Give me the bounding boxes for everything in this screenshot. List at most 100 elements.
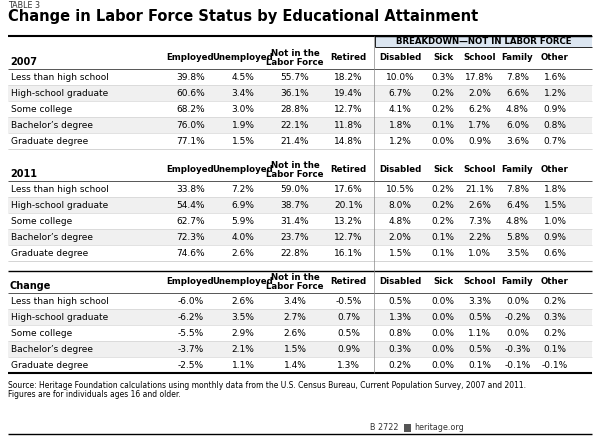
Text: 1.2%: 1.2% <box>389 137 412 145</box>
Text: 0.0%: 0.0% <box>431 345 455 353</box>
Text: -2.5%: -2.5% <box>178 360 203 370</box>
Text: 0.7%: 0.7% <box>337 312 360 321</box>
Text: Family: Family <box>502 166 533 174</box>
Text: 13.2%: 13.2% <box>334 216 363 226</box>
Text: 3.4%: 3.4% <box>232 88 254 98</box>
Text: 0.0%: 0.0% <box>431 312 455 321</box>
Text: 4.0%: 4.0% <box>232 233 254 241</box>
Text: Disabled: Disabled <box>379 278 421 286</box>
Text: 0.1%: 0.1% <box>431 233 455 241</box>
Text: Figures are for individuals ages 16 and older.: Figures are for individuals ages 16 and … <box>8 390 181 399</box>
Text: 1.5%: 1.5% <box>232 137 254 145</box>
Text: 0.2%: 0.2% <box>431 105 454 113</box>
Text: 0.2%: 0.2% <box>389 360 412 370</box>
Text: Retired: Retired <box>331 53 367 63</box>
Text: 2.9%: 2.9% <box>232 328 254 338</box>
Text: 21.1%: 21.1% <box>465 184 494 194</box>
Text: 6.7%: 6.7% <box>389 88 412 98</box>
Text: 3.3%: 3.3% <box>468 297 491 305</box>
Text: Not in the: Not in the <box>271 49 319 58</box>
Text: -0.2%: -0.2% <box>505 312 530 321</box>
Text: School: School <box>463 53 496 63</box>
Text: Not in the: Not in the <box>271 273 319 282</box>
Text: 12.7%: 12.7% <box>334 233 363 241</box>
Text: 1.8%: 1.8% <box>544 184 566 194</box>
Text: High-school graduate: High-school graduate <box>11 312 108 321</box>
Text: Other: Other <box>541 53 569 63</box>
Text: 14.8%: 14.8% <box>334 137 363 145</box>
Text: 1.8%: 1.8% <box>389 120 412 130</box>
Text: 6.9%: 6.9% <box>232 201 254 209</box>
Text: 59.0%: 59.0% <box>281 184 310 194</box>
Text: 0.3%: 0.3% <box>389 345 412 353</box>
Text: 18.2%: 18.2% <box>334 73 363 81</box>
Text: 6.2%: 6.2% <box>468 105 491 113</box>
Text: 16.1%: 16.1% <box>334 248 363 258</box>
Text: TABLE 3: TABLE 3 <box>8 0 40 10</box>
Text: Bachelor’s degree: Bachelor’s degree <box>11 345 93 353</box>
Text: 36.1%: 36.1% <box>281 88 310 98</box>
Text: 4.5%: 4.5% <box>232 73 254 81</box>
Text: 0.7%: 0.7% <box>544 137 566 145</box>
Text: Sick: Sick <box>433 166 453 174</box>
Text: 0.8%: 0.8% <box>389 328 412 338</box>
Text: 8.0%: 8.0% <box>389 201 412 209</box>
Text: 0.2%: 0.2% <box>431 184 454 194</box>
Text: 4.1%: 4.1% <box>389 105 412 113</box>
Text: Less than high school: Less than high school <box>11 73 109 81</box>
Text: Some college: Some college <box>11 328 72 338</box>
Text: 0.9%: 0.9% <box>337 345 360 353</box>
Text: 0.9%: 0.9% <box>544 105 566 113</box>
Text: -0.5%: -0.5% <box>335 297 362 305</box>
Text: 17.8%: 17.8% <box>465 73 494 81</box>
Bar <box>8 197 592 213</box>
Text: 1.5%: 1.5% <box>544 201 566 209</box>
Text: 0.2%: 0.2% <box>544 328 566 338</box>
Text: -6.0%: -6.0% <box>178 297 203 305</box>
Text: 39.8%: 39.8% <box>176 73 205 81</box>
Text: 1.9%: 1.9% <box>232 120 254 130</box>
Text: 0.0%: 0.0% <box>431 297 455 305</box>
Text: Graduate degree: Graduate degree <box>11 137 88 145</box>
Text: 6.0%: 6.0% <box>506 120 529 130</box>
Text: 4.8%: 4.8% <box>389 216 412 226</box>
Text: 3.5%: 3.5% <box>232 312 254 321</box>
Text: 6.6%: 6.6% <box>506 88 529 98</box>
Text: 1.1%: 1.1% <box>232 360 254 370</box>
Text: -0.3%: -0.3% <box>505 345 530 353</box>
Text: 5.9%: 5.9% <box>232 216 254 226</box>
Text: 38.7%: 38.7% <box>281 201 310 209</box>
Text: 3.0%: 3.0% <box>232 105 254 113</box>
Text: Unemployed: Unemployed <box>212 278 274 286</box>
Text: 60.6%: 60.6% <box>176 88 205 98</box>
Text: Labor Force: Labor Force <box>266 58 324 67</box>
Text: 22.1%: 22.1% <box>281 120 309 130</box>
Text: 2.6%: 2.6% <box>284 328 307 338</box>
Text: 0.2%: 0.2% <box>431 201 454 209</box>
Text: Employed: Employed <box>167 278 214 286</box>
Text: 0.1%: 0.1% <box>431 120 455 130</box>
Text: Retired: Retired <box>331 166 367 174</box>
Text: Unemployed: Unemployed <box>212 53 274 63</box>
Bar <box>8 309 592 325</box>
Text: Family: Family <box>502 53 533 63</box>
Text: Retired: Retired <box>331 278 367 286</box>
Text: 2.6%: 2.6% <box>232 248 254 258</box>
Text: School: School <box>463 166 496 174</box>
Bar <box>8 85 592 101</box>
Text: High-school graduate: High-school graduate <box>11 88 108 98</box>
Text: Some college: Some college <box>11 105 72 113</box>
Text: High-school graduate: High-school graduate <box>11 201 108 209</box>
Text: 1.0%: 1.0% <box>544 216 566 226</box>
Text: 7.8%: 7.8% <box>506 73 529 81</box>
Text: 0.1%: 0.1% <box>431 248 455 258</box>
Text: 0.5%: 0.5% <box>468 312 491 321</box>
Text: Unemployed: Unemployed <box>212 166 274 174</box>
Text: Bachelor’s degree: Bachelor’s degree <box>11 233 93 241</box>
Text: 1.1%: 1.1% <box>468 328 491 338</box>
Text: 0.9%: 0.9% <box>544 233 566 241</box>
Text: 54.4%: 54.4% <box>176 201 205 209</box>
Text: 1.0%: 1.0% <box>468 248 491 258</box>
Text: -0.1%: -0.1% <box>542 360 568 370</box>
Text: 5.8%: 5.8% <box>506 233 529 241</box>
